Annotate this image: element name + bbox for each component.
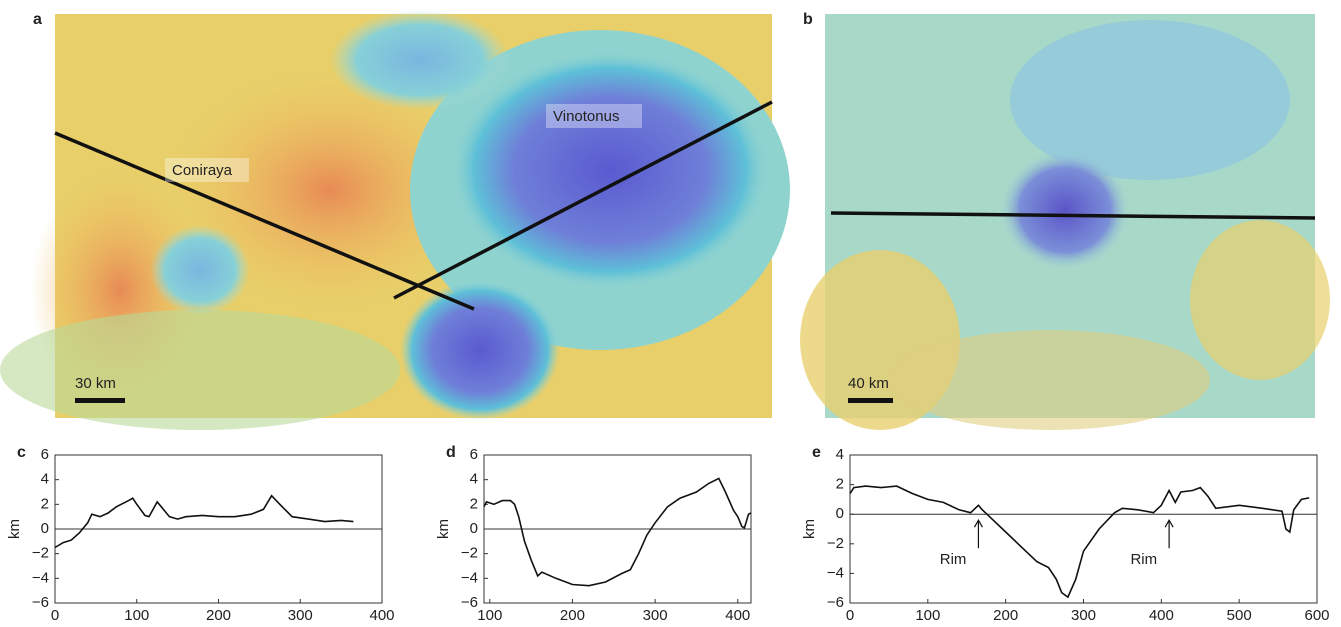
x-tick-label: 300 [1071, 607, 1096, 622]
x-tick-label: 400 [725, 607, 750, 622]
y-tick-label: 2 [470, 495, 478, 512]
map-b: 40 km [800, 14, 1330, 430]
y-tick-label: −6 [461, 594, 478, 611]
y-tick-label: 0 [470, 520, 478, 537]
x-tick-label: 300 [288, 607, 313, 622]
annotation-text: Rim [940, 551, 967, 568]
panel-label: b [803, 11, 813, 28]
profile-line [484, 478, 751, 585]
y-tick-label: −4 [32, 569, 49, 586]
x-tick-label: 600 [1304, 607, 1329, 622]
x-tick-label: 100 [915, 607, 940, 622]
x-tick-label: 100 [477, 607, 502, 622]
panel-label: d [446, 444, 456, 461]
y-tick-label: −4 [461, 569, 478, 586]
y-tick-label: 6 [470, 446, 478, 463]
y-tick-label: 6 [41, 446, 49, 463]
x-tick-label: 400 [1149, 607, 1174, 622]
x-tick-label: 200 [993, 607, 1018, 622]
x-tick-label: 0 [846, 607, 854, 622]
y-tick-label: −2 [461, 545, 478, 562]
plot-frame [850, 455, 1317, 603]
y-tick-label: 0 [836, 505, 844, 522]
map-annotation: Coniraya [172, 162, 233, 179]
y-axis-label: km [801, 519, 818, 539]
x-tick-label: 100 [124, 607, 149, 622]
y-tick-label: −2 [32, 545, 49, 562]
x-tick-label: 0 [51, 607, 59, 622]
y-tick-label: 2 [836, 476, 844, 493]
panel-label: a [33, 11, 42, 28]
y-tick-label: −6 [827, 594, 844, 611]
y-axis-label: km [435, 519, 452, 539]
profile-line [55, 496, 353, 548]
y-tick-label: 4 [41, 471, 49, 488]
annotation-text: Rim [1130, 551, 1157, 568]
x-tick-label: 300 [643, 607, 668, 622]
x-tick-label: 400 [369, 607, 394, 622]
figure: a Coniraya Vinotonus 30 km b 40 km c−6−4… [0, 0, 1341, 622]
y-tick-label: 0 [41, 520, 49, 537]
map-a: Coniraya Vinotonus 30 km [0, 10, 790, 430]
x-tick-label: 200 [560, 607, 585, 622]
y-tick-label: −6 [32, 594, 49, 611]
y-tick-label: 4 [470, 471, 478, 488]
page: a Coniraya Vinotonus 30 km b 40 km c−6−4… [0, 0, 1341, 627]
y-axis-label: km [6, 519, 23, 539]
panel-label: e [812, 444, 821, 461]
scale-bar-label: 40 km [848, 375, 889, 392]
y-tick-label: 2 [41, 495, 49, 512]
x-tick-label: 200 [206, 607, 231, 622]
y-tick-label: −4 [827, 564, 844, 581]
y-tick-label: −2 [827, 535, 844, 552]
panel-label: c [17, 444, 26, 461]
scale-bar-label: 30 km [75, 375, 116, 392]
x-tick-label: 500 [1227, 607, 1252, 622]
y-tick-label: 4 [836, 446, 844, 463]
profile-line [850, 486, 1309, 597]
map-annotation: Vinotonus [553, 108, 619, 125]
